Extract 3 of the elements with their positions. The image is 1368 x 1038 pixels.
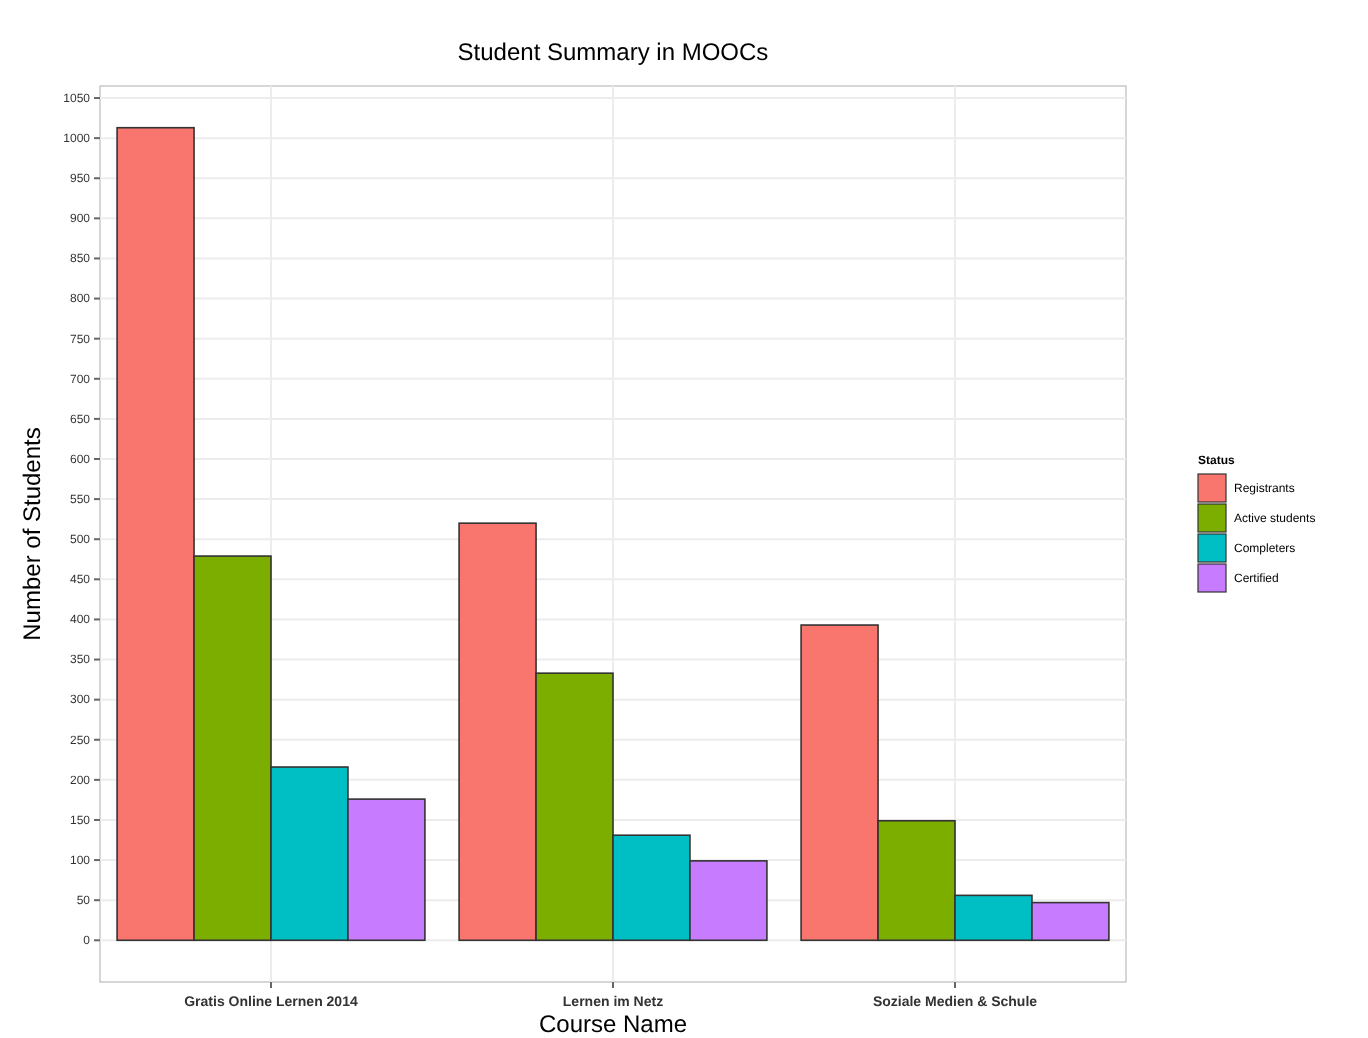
x-axis-title: Course Name <box>538 1010 688 1038</box>
y-axis-title: Number of Students <box>18 427 46 641</box>
chart-title: Student Summary in MOOCs <box>457 38 769 66</box>
